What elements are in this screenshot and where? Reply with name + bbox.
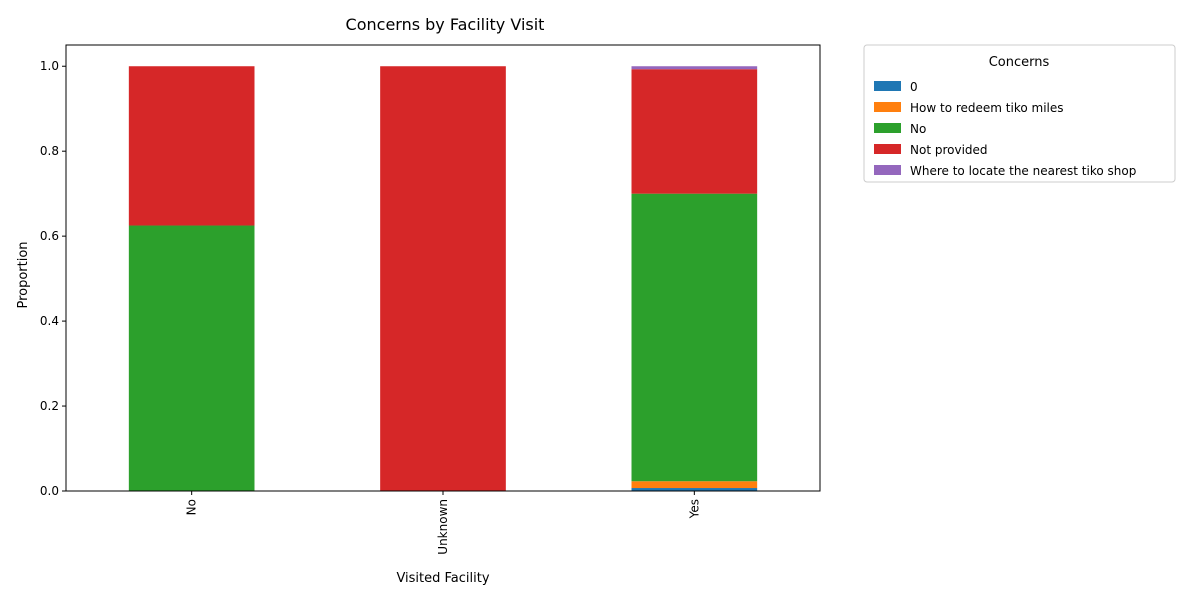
legend-title: Concerns [989, 55, 1050, 70]
bar-segment-yes-series-0 [631, 488, 758, 491]
legend-swatch [874, 123, 901, 133]
bar-segment-yes-series-4 [631, 66, 758, 70]
legend-label: No [910, 122, 926, 136]
x-tick-label-unknown: Unknown [436, 499, 450, 555]
x-tick-label-yes: Yes [687, 499, 701, 519]
legend-swatch [874, 144, 901, 154]
legend-label: Where to locate the nearest tiko shop [910, 164, 1136, 178]
x-axis-label: Visited Facility [396, 571, 489, 586]
y-tick-label: 0.4 [40, 314, 59, 328]
y-tick-label: 0.6 [40, 229, 59, 243]
y-tick-label: 1.0 [40, 59, 59, 73]
x-tick-label-no: No [185, 499, 199, 515]
legend-label: Not provided [910, 143, 988, 157]
legend-swatch [874, 81, 901, 91]
bar-segment-yes-series-1 [631, 481, 758, 489]
y-tick-label: 0.2 [40, 399, 59, 413]
y-axis: 0.0 0.2 0.4 0.6 0.8 1.0 [40, 59, 66, 498]
bars-layer [128, 66, 758, 491]
bar-segment-yes-series-3 [631, 69, 758, 194]
bar-segment-unknown-series-3 [380, 66, 506, 491]
bar-segment-no-series-3 [128, 66, 255, 226]
y-tick-label: 0.8 [40, 144, 59, 158]
y-axis-label: Proportion [16, 241, 31, 308]
legend-label: How to redeem tiko miles [910, 101, 1064, 115]
legend-swatch [874, 165, 901, 175]
y-tick-label: 0.0 [40, 484, 59, 498]
legend-items: 0 How to redeem tiko miles No Not provided W… [874, 80, 1136, 178]
bar-segment-yes-series-2 [631, 193, 758, 482]
legend-frame [863, 44, 1176, 183]
bar-segment-no-series-2 [128, 225, 255, 491]
legend-swatch [874, 102, 901, 112]
x-axis: No Unknown Yes [185, 491, 701, 555]
legend-label: 0 [910, 80, 918, 94]
chart-title: Concerns by Facility Visit [346, 15, 545, 34]
legend: Concerns 0 How to redeem tiko miles No Not … [863, 44, 1176, 183]
